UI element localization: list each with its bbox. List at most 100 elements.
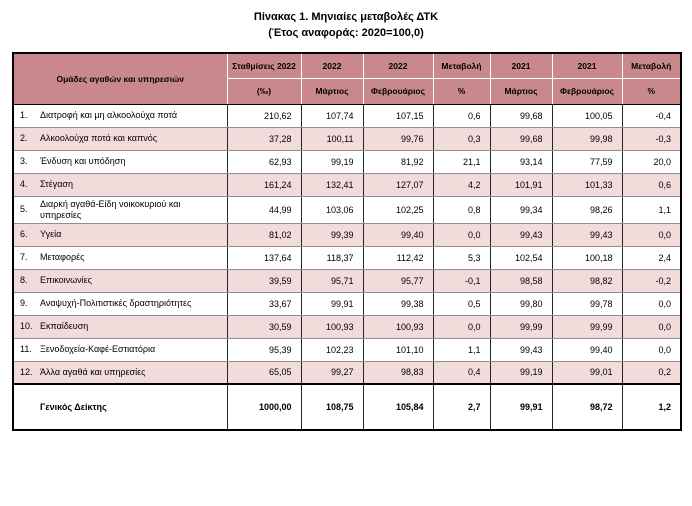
column-header-weights-unit: (‰) xyxy=(226,77,302,105)
row-category: Αναψυχή-Πολιτιστικές δραστηριότητες xyxy=(40,298,192,308)
cell-weight: 30,59 xyxy=(226,314,302,339)
cell-2021-march: 98,58 xyxy=(489,268,553,293)
cell-weight: 161,24 xyxy=(226,172,302,197)
cell-change-2021: 0,6 xyxy=(621,172,682,197)
row-category: Επικοινωνίες xyxy=(40,275,92,285)
row-number: 6. xyxy=(20,229,28,239)
cell-2021-february: 99,43 xyxy=(551,222,623,247)
table-row: 9. Αναψυχή-Πολιτιστικές δραστηριότητες 3… xyxy=(12,291,682,316)
cell-2021-march: 99,43 xyxy=(489,222,553,247)
row-number: 12. xyxy=(20,366,33,377)
table-title: Πίνακας 1. Μηνιαίες μεταβολές ΔΤΚ xyxy=(253,11,439,23)
cell-weight: 65,05 xyxy=(226,360,302,385)
table-header: Ομάδες αγαθών και υπηρεσιών Σταθμίσεις 2… xyxy=(12,52,682,105)
column-header-february-2022: Φεβρουάριος xyxy=(362,77,434,105)
cell-2021-february: 99,78 xyxy=(551,291,623,316)
column-header-march-2021: Μάρτιος xyxy=(489,77,553,105)
cell-change-2021: 20,0 xyxy=(621,149,682,174)
cell-2021-march: 99,80 xyxy=(489,291,553,316)
column-header-year-2022: 2022 xyxy=(362,52,434,79)
cell-2021-march: 99,68 xyxy=(489,126,553,151)
cell-2021-february: 98,82 xyxy=(551,268,623,293)
table-row: 5. Διαρκή αγαθά-Είδη νοικοκυριού και υπη… xyxy=(12,195,682,224)
column-header-change: Μεταβολή xyxy=(621,52,682,79)
page: Πίνακας 1. Μηνιαίες μεταβολές ΔΤΚ (Έτος … xyxy=(12,9,682,431)
cell-2022-february: 127,07 xyxy=(362,172,434,197)
table-row: 11. Ξενοδοχεία-Καφέ-Εστιατόρια 95,39 102… xyxy=(12,337,682,362)
row-category: Υγεία xyxy=(40,229,62,239)
cell-2022-february: 107,15 xyxy=(362,103,434,128)
column-header-year-2022: 2022 xyxy=(300,52,364,79)
cell-change-2021: 1,1 xyxy=(621,195,682,224)
row-category: Μεταφορές xyxy=(40,252,85,262)
cell-change-2021: -0,2 xyxy=(621,268,682,293)
row-category: Ξενοδοχεία-Καφέ-Εστιατόρια xyxy=(40,344,156,354)
table-body: 1. Διατροφή και μη αλκοολούχα ποτά 210,6… xyxy=(12,103,682,385)
cell-2022-february: 101,10 xyxy=(362,337,434,362)
cell-weight: 81,02 xyxy=(226,222,302,247)
cell-2022-february: 99,38 xyxy=(362,291,434,316)
cell-change-2022: 0,5 xyxy=(432,291,491,316)
cell-2022-march: 107,74 xyxy=(300,103,364,128)
cell-2021-february: 77,59 xyxy=(551,149,623,174)
cell-change-2021: 0,0 xyxy=(621,314,682,339)
column-header-february-2021: Φεβρουάριος xyxy=(551,77,623,105)
cell-change-2021: 0,0 xyxy=(621,222,682,247)
header-row-years: Ομάδες αγαθών και υπηρεσιών Σταθμίσεις 2… xyxy=(12,52,682,105)
row-number: 5. xyxy=(20,204,28,214)
cell-weight: 62,93 xyxy=(226,149,302,174)
row-number: 8. xyxy=(20,275,28,285)
column-header-change-percent: % xyxy=(621,77,682,105)
table-row: 10. Εκπαίδευση 30,59 100,93 100,93 0,0 9… xyxy=(12,314,682,339)
cell-2022-march: 100,93 xyxy=(300,314,364,339)
cell-2021-february: 98,72 xyxy=(551,383,623,431)
cell-change-2021: 1,2 xyxy=(621,383,682,431)
cell-weight: 1000,00 xyxy=(226,383,302,431)
table-row: 1. Διατροφή και μη αλκοολούχα ποτά 210,6… xyxy=(12,103,682,128)
cell-2022-march: 99,19 xyxy=(300,149,364,174)
cell-2022-march: 99,91 xyxy=(300,291,364,316)
row-number: 10. xyxy=(20,321,33,331)
cell-weight: 44,99 xyxy=(226,195,302,224)
cell-2021-march: 99,19 xyxy=(489,360,553,385)
table-row: 2. Αλκοολούχα ποτά και καπνός 37,28 100,… xyxy=(12,126,682,151)
title-block: Πίνακας 1. Μηνιαίες μεταβολές ΔΤΚ (Έτος … xyxy=(12,9,680,41)
cell-change-2022: 0,4 xyxy=(432,360,491,385)
cell-2022-march: 99,39 xyxy=(300,222,364,247)
row-number: 11. xyxy=(20,344,32,354)
cell-2022-february: 102,25 xyxy=(362,195,434,224)
cell-2022-march: 99,27 xyxy=(300,360,364,385)
cpi-table: Ομάδες αγαθών και υπηρεσιών Σταθμίσεις 2… xyxy=(12,52,682,431)
column-header-year-2021: 2021 xyxy=(551,52,623,79)
cell-2021-february: 100,18 xyxy=(551,245,623,270)
cell-change-2021: -0,3 xyxy=(621,126,682,151)
column-header-groups: Ομάδες αγαθών και υπηρεσιών xyxy=(12,52,228,105)
table-row: 3. Ένδυση και υπόδηση 62,93 99,19 81,92 … xyxy=(12,149,682,174)
cell-change-2022: 2,7 xyxy=(432,383,491,431)
row-number: 2. xyxy=(20,133,28,143)
column-header-weights: Σταθμίσεις 2022 xyxy=(226,52,302,79)
cell-2022-march: 95,71 xyxy=(300,268,364,293)
total-row: Γενικός Δείκτης 1000,00 108,75 105,84 2,… xyxy=(12,383,682,431)
cell-change-2022: 0,3 xyxy=(432,126,491,151)
row-category: Αλκοολούχα ποτά και καπνός xyxy=(40,133,158,143)
row-category: Στέγαση xyxy=(40,179,73,189)
cell-weight: 39,59 xyxy=(226,268,302,293)
cell-change-2022: 4,2 xyxy=(432,172,491,197)
cell-2022-february: 99,76 xyxy=(362,126,434,151)
row-category: Διαρκή αγαθά-Είδη νοικοκυριού και υπηρεσ… xyxy=(40,198,181,220)
cell-2022-february: 99,40 xyxy=(362,222,434,247)
column-header-year-2021: 2021 xyxy=(489,52,553,79)
cell-2022-march: 100,11 xyxy=(300,126,364,151)
cell-2021-march: 93,14 xyxy=(489,149,553,174)
cell-2021-march: 99,68 xyxy=(489,103,553,128)
cell-change-2022: -0,1 xyxy=(432,268,491,293)
row-number: 7. xyxy=(20,252,28,262)
row-number: 4. xyxy=(20,179,28,189)
cell-2021-march: 99,43 xyxy=(489,337,553,362)
row-category: Ένδυση και υπόδηση xyxy=(40,156,126,166)
table-row: 12. Άλλα αγαθά και υπηρεσίες 65,05 99,27… xyxy=(12,360,682,385)
cell-weight: 33,67 xyxy=(226,291,302,316)
column-header-change-percent: % xyxy=(432,77,491,105)
cell-2022-march: 132,41 xyxy=(300,172,364,197)
